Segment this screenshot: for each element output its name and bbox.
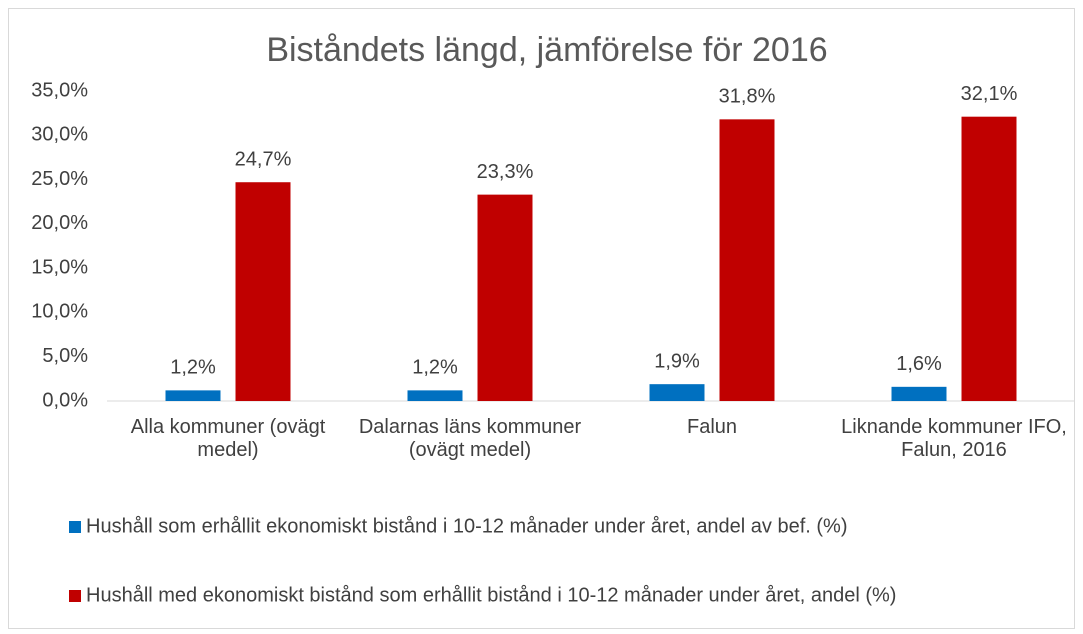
x-tick-label: Alla kommuner (ovägt medel): [130, 416, 326, 461]
data-label: 1,9%: [654, 350, 700, 372]
y-tick-label: 35,0%: [31, 79, 88, 101]
data-label: 23,3%: [477, 161, 534, 183]
legend-label: Hushåll med ekonomiskt bistånd som erhål…: [86, 584, 896, 606]
y-tick-label: 10,0%: [31, 301, 88, 323]
y-tick-label: 30,0%: [31, 124, 88, 146]
data-label: 24,7%: [235, 149, 292, 171]
data-label: 1,2%: [412, 357, 458, 379]
legend-swatch: [69, 521, 81, 533]
bar: [891, 386, 947, 401]
x-tick-label: Falun: [686, 416, 738, 438]
y-tick-label: 20,0%: [31, 212, 88, 234]
data-label: 32,1%: [961, 83, 1018, 105]
y-tick-label: 5,0%: [42, 345, 88, 367]
legend-swatch: [69, 590, 81, 602]
chart-frame: [8, 8, 1075, 629]
y-tick-label: 25,0%: [31, 168, 88, 190]
y-tick-label: 0,0%: [42, 389, 88, 411]
bar: [235, 182, 291, 401]
bar: [649, 384, 705, 401]
y-tick-label: 15,0%: [31, 256, 88, 278]
bar: [165, 390, 221, 401]
x-tick-label: Liknande kommuner IFO, Falun, 2016: [841, 416, 1067, 461]
bar: [961, 116, 1017, 401]
legend-label: Hushåll som erhållit ekonomiskt bistånd …: [86, 515, 848, 537]
chart-title: Biståndets längd, jämförelse för 2016: [266, 31, 827, 69]
data-label: 31,8%: [719, 86, 776, 108]
bar: [407, 390, 463, 401]
x-tick-label: Dalarnas läns kommuner (ovägt medel): [358, 416, 582, 461]
data-label: 1,6%: [896, 353, 942, 375]
data-label: 1,2%: [170, 357, 216, 379]
bar: [719, 119, 775, 401]
bar: [477, 194, 533, 401]
